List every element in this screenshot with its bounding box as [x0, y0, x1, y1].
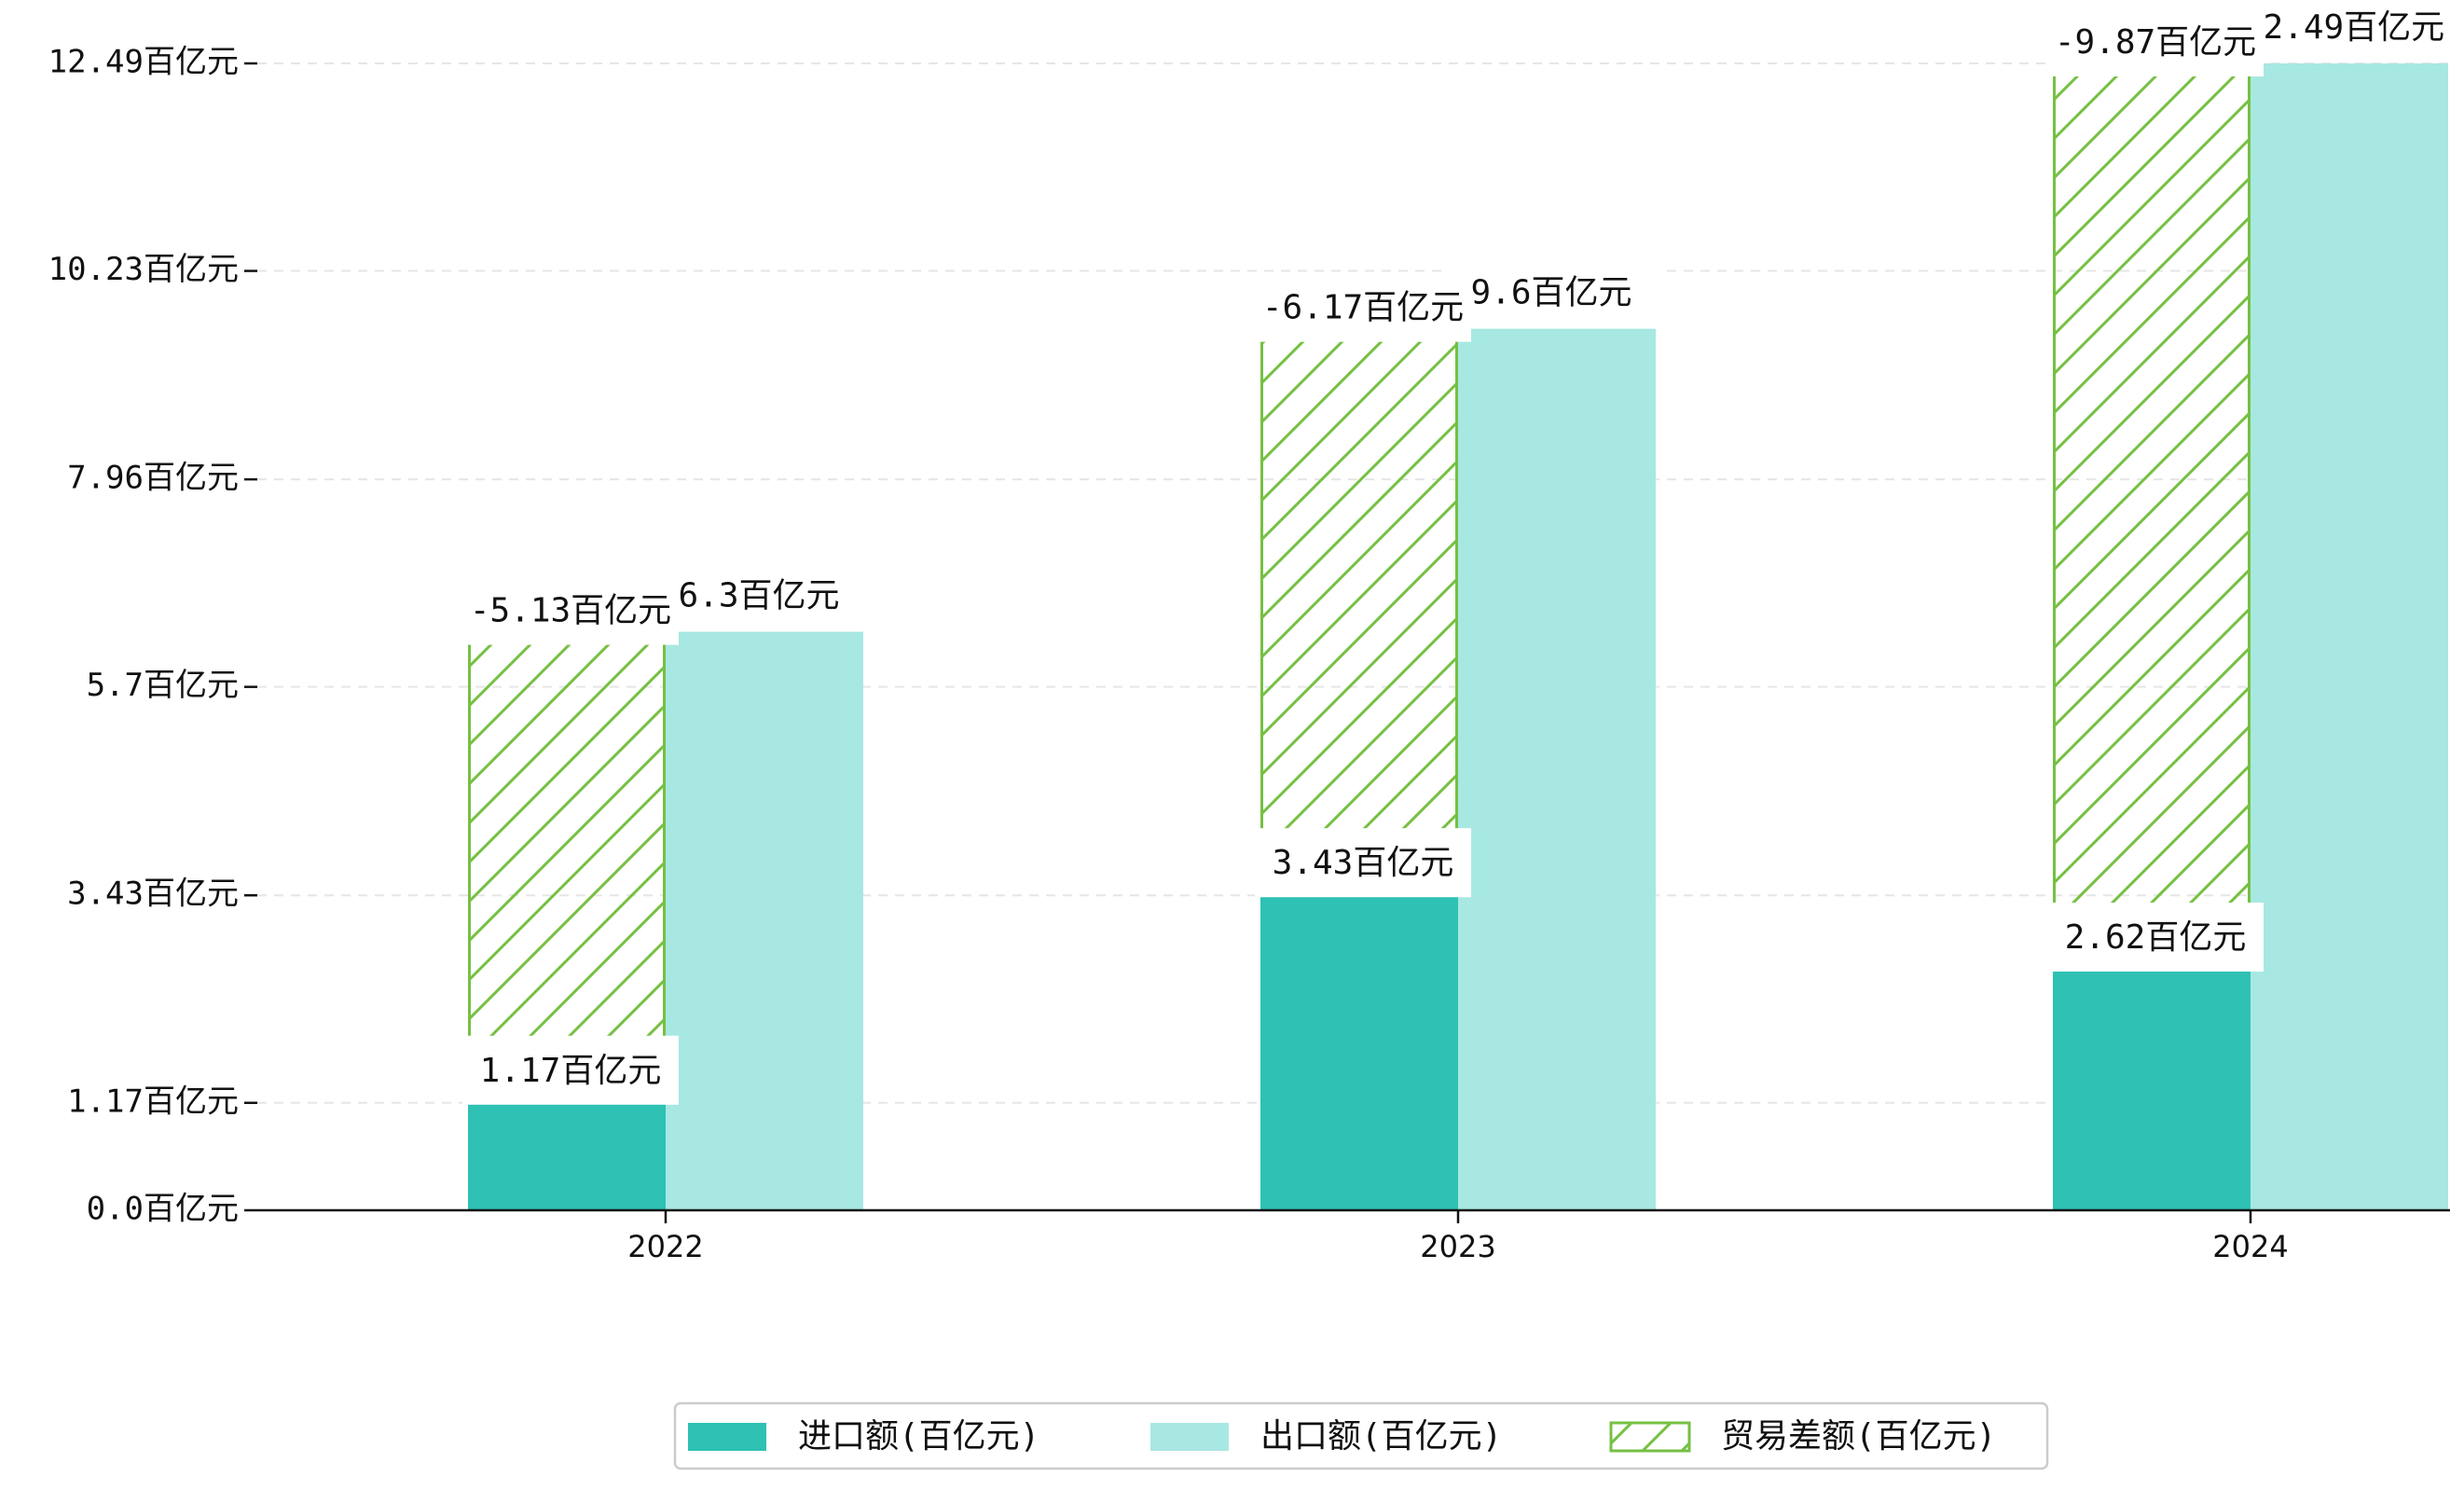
- y-tick-label: 10.23百亿元: [48, 251, 239, 288]
- export-value-label-bg: [651, 560, 867, 630]
- import-value-label-bg: [462, 1035, 679, 1105]
- import-bar: [468, 1102, 666, 1210]
- trade-balance-value-label: -5.13百亿元: [470, 592, 671, 630]
- y-tick-label: 5.7百亿元: [87, 667, 239, 704]
- export-value-label-bg: [1443, 257, 1659, 327]
- trade-balance-value-label: -9.87百亿元: [2055, 23, 2256, 62]
- y-tick-label: 3.43百亿元: [67, 876, 239, 913]
- axes: 0.0百亿元 1.17百亿元 3.43百亿元 5.7百亿元 7.96百亿元 10.23百亿…: [48, 44, 2450, 1264]
- x-tick-label: 2022: [627, 1229, 703, 1264]
- import-value-label: 3.43百亿元: [1273, 844, 1454, 882]
- import-value-label: 2.62百亿元: [2065, 918, 2247, 957]
- trade-balance-bar: [2053, 63, 2251, 970]
- export-value-label: 6.3百亿元: [678, 577, 839, 615]
- legend-export-label: 出口额(百亿元): [1260, 1417, 1502, 1456]
- y-tick-label: 12.49百亿元: [48, 44, 239, 81]
- export-bar: [2251, 63, 2448, 1210]
- trade-balance-bar: [1260, 328, 1458, 896]
- legend: 进口额(百亿元) 出口额(百亿元) 贸易差额(百亿元): [673, 1401, 2049, 1470]
- trade-balance-value-label-bg: [462, 575, 679, 645]
- data-labels: 6.3百亿元-5.13百亿元 1.17百亿元 9.6百亿元-6.17百亿元 3.43百…: [462, 0, 2452, 1105]
- export-value-label: 9.6百亿元: [1470, 274, 1631, 312]
- y-tick-label: 0.0百亿元: [87, 1191, 239, 1228]
- legend-import-swatch: [688, 1423, 766, 1451]
- export-value-label-bg: [2236, 0, 2452, 62]
- y-tick-label: 7.96百亿元: [67, 460, 239, 497]
- import-value-label-bg: [2047, 902, 2264, 972]
- legend-frame: [673, 1401, 2049, 1470]
- trade-balance-bar: [468, 631, 666, 1103]
- import-value-label: 1.17百亿元: [480, 1052, 662, 1090]
- legend-import-label: 进口额(百亿元): [798, 1417, 1039, 1456]
- import-bar: [1260, 895, 1458, 1210]
- legend-trade-balance-swatch: [1609, 1421, 1691, 1453]
- import-bar: [2053, 969, 2251, 1210]
- trade-balance-value-label-bg: [1255, 272, 1471, 342]
- legend-export-swatch: [1150, 1423, 1229, 1451]
- y-tick-label: 1.17百亿元: [67, 1083, 239, 1120]
- x-tick-label: 2023: [1420, 1229, 1495, 1264]
- legend-trade-balance-label: 贸易差额(百亿元): [1721, 1417, 1996, 1456]
- export-bar: [666, 631, 863, 1210]
- x-tick-label: 2024: [2212, 1229, 2288, 1264]
- export-bar: [1458, 328, 1656, 1211]
- export-value-label: 12.49百亿元: [2243, 8, 2444, 47]
- trade-balance-value-label: -6.17百亿元: [1262, 289, 1464, 327]
- bars: [468, 63, 2448, 1211]
- import-value-label-bg: [1255, 828, 1471, 898]
- trade-balance-value-label-bg: [2047, 7, 2264, 76]
